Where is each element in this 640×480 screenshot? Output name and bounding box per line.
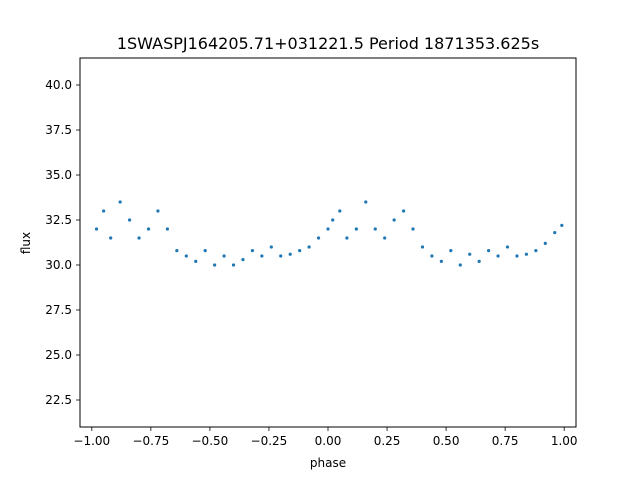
y-tick-label: 25.0 bbox=[45, 348, 72, 362]
data-point bbox=[449, 249, 453, 253]
data-point bbox=[534, 249, 538, 253]
data-point bbox=[156, 209, 160, 213]
data-point bbox=[560, 223, 564, 227]
data-point bbox=[458, 263, 462, 267]
data-point bbox=[194, 259, 198, 263]
data-point bbox=[109, 236, 113, 240]
data-point bbox=[137, 236, 141, 240]
data-point bbox=[260, 254, 264, 258]
data-point bbox=[364, 200, 368, 204]
data-point bbox=[477, 259, 481, 263]
data-point bbox=[184, 254, 188, 258]
x-tick-label: 1.00 bbox=[551, 434, 578, 448]
data-point bbox=[487, 249, 491, 253]
data-point bbox=[288, 252, 292, 256]
y-tick-label: 30.0 bbox=[45, 258, 72, 272]
data-point bbox=[420, 245, 425, 249]
data-point bbox=[331, 218, 335, 222]
data-point bbox=[345, 236, 349, 240]
data-point bbox=[231, 263, 236, 267]
data-point bbox=[203, 249, 207, 253]
data-point bbox=[392, 218, 396, 222]
data-point bbox=[401, 209, 406, 213]
data-point bbox=[496, 254, 500, 258]
data-points bbox=[94, 200, 564, 267]
data-point bbox=[505, 245, 510, 249]
data-point bbox=[146, 227, 151, 231]
data-point bbox=[553, 231, 557, 235]
data-point bbox=[354, 227, 358, 231]
y-axis: 22.5 25.0 27.5 30.0 32.5 35.0 37.5 40.0 bbox=[45, 78, 80, 407]
data-point bbox=[430, 254, 434, 258]
data-point bbox=[241, 258, 245, 262]
data-point bbox=[524, 252, 529, 256]
x-tick-label: −0.25 bbox=[251, 434, 288, 448]
data-point bbox=[175, 249, 179, 253]
data-point bbox=[543, 241, 547, 245]
y-tick-label: 35.0 bbox=[45, 168, 72, 182]
x-axis: −1.00 −0.75 −0.50 −0.25 0.00 0.25 0.50 0.75 1.00 bbox=[73, 427, 578, 448]
data-point bbox=[316, 236, 321, 240]
data-point bbox=[326, 227, 330, 231]
x-axis-label: phase bbox=[310, 456, 346, 470]
data-point bbox=[118, 200, 122, 204]
y-tick-label: 32.5 bbox=[45, 213, 72, 227]
y-tick-label: 22.5 bbox=[45, 393, 72, 407]
data-point bbox=[468, 252, 472, 256]
y-axis-label: flux bbox=[19, 232, 33, 254]
data-point bbox=[383, 236, 387, 240]
data-point bbox=[222, 254, 226, 258]
data-point bbox=[94, 227, 99, 231]
data-point bbox=[373, 227, 377, 231]
data-point bbox=[279, 254, 283, 258]
y-tick-label: 40.0 bbox=[45, 78, 72, 92]
data-point bbox=[165, 227, 169, 231]
data-point bbox=[298, 249, 302, 253]
x-tick-label: 0.75 bbox=[492, 434, 519, 448]
data-point bbox=[269, 245, 273, 249]
data-point bbox=[128, 218, 132, 222]
data-point bbox=[307, 245, 311, 249]
x-tick-label: −1.00 bbox=[73, 434, 110, 448]
data-point bbox=[102, 209, 106, 213]
data-point bbox=[338, 209, 342, 213]
x-tick-label: −0.75 bbox=[132, 434, 169, 448]
x-tick-label: 0.00 bbox=[315, 434, 342, 448]
y-tick-label: 37.5 bbox=[45, 123, 72, 137]
chart-title: 1SWASPJ164205.71+031221.5 Period 1871353… bbox=[117, 34, 539, 53]
x-tick-label: 0.25 bbox=[374, 434, 401, 448]
x-tick-label: 0.50 bbox=[433, 434, 460, 448]
x-tick-label: −0.50 bbox=[192, 434, 229, 448]
data-point bbox=[250, 249, 255, 253]
y-tick-label: 27.5 bbox=[45, 303, 72, 317]
data-point bbox=[213, 263, 217, 267]
data-point bbox=[411, 227, 415, 231]
data-point bbox=[515, 254, 519, 258]
data-point bbox=[439, 259, 443, 263]
